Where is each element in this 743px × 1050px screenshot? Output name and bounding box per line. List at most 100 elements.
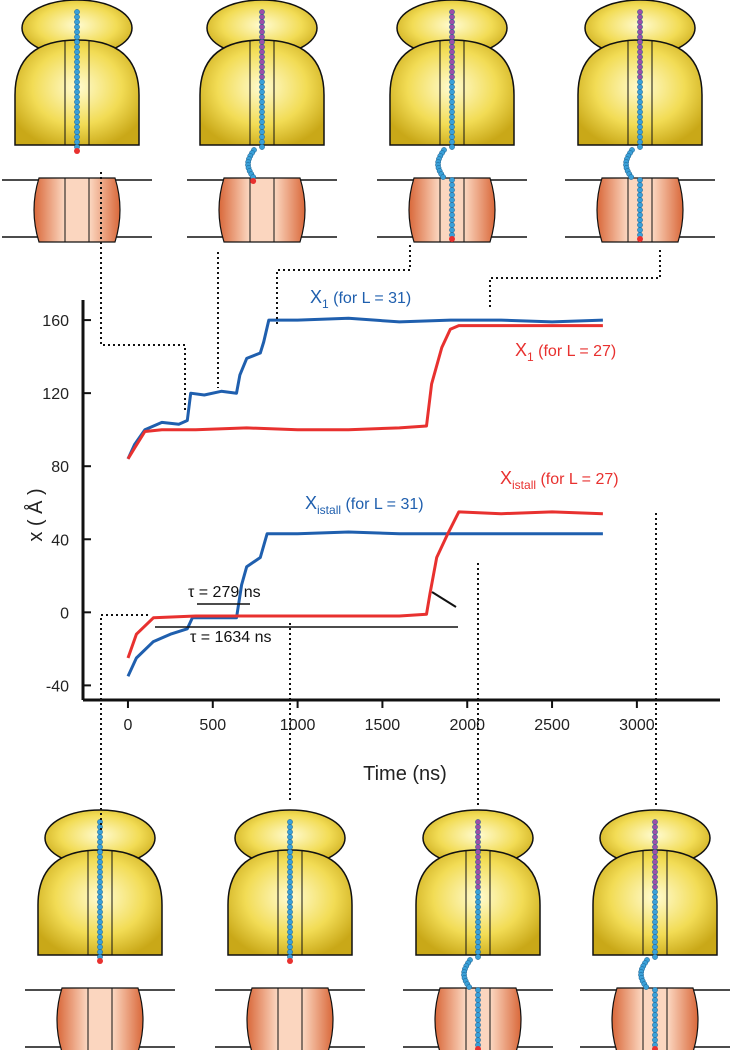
- residue: [449, 227, 455, 233]
- residue: [637, 124, 643, 130]
- residue: [287, 929, 293, 935]
- residue: [97, 909, 103, 915]
- residue: [287, 874, 293, 880]
- residue: [259, 114, 265, 120]
- residue: [74, 19, 80, 25]
- tau-label: τ = 1634 ns: [190, 629, 272, 646]
- residue: [259, 79, 265, 85]
- residue: [637, 139, 643, 145]
- translocon: [246, 987, 334, 1050]
- residue: [652, 844, 658, 850]
- residue: [475, 819, 481, 825]
- residue: [652, 939, 658, 945]
- residue: [475, 1022, 481, 1028]
- x-tick-label: 1500: [365, 717, 401, 734]
- residue: [449, 94, 455, 100]
- residue: [652, 1002, 658, 1008]
- residue: [475, 1017, 481, 1023]
- residue: [97, 834, 103, 840]
- residue: [259, 104, 265, 110]
- residue: [637, 84, 643, 90]
- residue: [74, 74, 80, 80]
- annotation-main: X: [310, 287, 322, 307]
- residue: [449, 64, 455, 70]
- residue: [449, 114, 455, 120]
- residue: [287, 939, 293, 945]
- residue: [259, 84, 265, 90]
- residue: [449, 187, 455, 193]
- residue: [259, 24, 265, 30]
- residue: [652, 1007, 658, 1013]
- c-terminus: [287, 958, 293, 964]
- residue: [287, 919, 293, 925]
- residue: [475, 992, 481, 998]
- residue: [637, 99, 643, 105]
- residue: [449, 19, 455, 25]
- y-axis-label: x ( Å ): [24, 488, 47, 541]
- residue: [637, 187, 643, 193]
- residue: [449, 197, 455, 203]
- residue: [259, 64, 265, 70]
- residue: [449, 24, 455, 30]
- residue: [643, 984, 650, 990]
- annotation-rest: (for L = 31): [329, 290, 412, 307]
- residue: [287, 909, 293, 915]
- residue: [287, 924, 293, 930]
- residue: [475, 954, 481, 960]
- residue: [287, 869, 293, 875]
- residue: [652, 879, 658, 885]
- arrow: [431, 591, 457, 608]
- residue: [652, 929, 658, 935]
- c-terminus: [449, 236, 455, 242]
- residue: [287, 854, 293, 860]
- residue: [637, 104, 643, 110]
- translocon: [218, 177, 306, 243]
- residue: [74, 129, 80, 135]
- residue: [475, 834, 481, 840]
- residue: [259, 54, 265, 60]
- annotation-sub: 1: [322, 297, 329, 311]
- y-tick-label: 0: [60, 605, 69, 622]
- residue: [652, 1017, 658, 1023]
- residue: [449, 129, 455, 135]
- residue: [637, 119, 643, 125]
- residue: [74, 109, 80, 115]
- residue: [449, 44, 455, 50]
- residue: [475, 899, 481, 905]
- residue: [449, 34, 455, 40]
- residue: [475, 1037, 481, 1043]
- chart: Time (ns) x ( Å ) τ = 279 ns τ = 1634 ns…: [24, 287, 720, 785]
- ribosome: [2, 0, 152, 243]
- residue: [74, 94, 80, 100]
- residue: [652, 854, 658, 860]
- annotation-rest: (for L = 27): [536, 471, 619, 488]
- residue: [637, 49, 643, 55]
- residue: [97, 924, 103, 930]
- residue: [637, 54, 643, 60]
- residue: [259, 139, 265, 145]
- residue: [440, 174, 447, 180]
- residue: [287, 899, 293, 905]
- ribosome: [565, 0, 715, 243]
- x-tick-label: 0: [124, 717, 133, 734]
- connectors: [100, 172, 661, 830]
- residue: [449, 59, 455, 65]
- residue: [475, 914, 481, 920]
- residue: [97, 939, 103, 945]
- residue: [97, 874, 103, 880]
- residue: [652, 934, 658, 940]
- residue: [97, 854, 103, 860]
- series-line: [126, 510, 603, 659]
- residue: [97, 949, 103, 955]
- residue: [97, 879, 103, 885]
- annotation-main: X: [500, 468, 512, 488]
- ribosome: [187, 0, 337, 243]
- residue: [652, 884, 658, 890]
- residue: [259, 109, 265, 115]
- series-annotation: Xistall (for L = 31): [305, 493, 424, 517]
- residue: [637, 14, 643, 20]
- residue: [449, 202, 455, 208]
- residue: [97, 899, 103, 905]
- annotation-rest: (for L = 31): [341, 496, 424, 513]
- y-tick-label: 40: [51, 532, 69, 549]
